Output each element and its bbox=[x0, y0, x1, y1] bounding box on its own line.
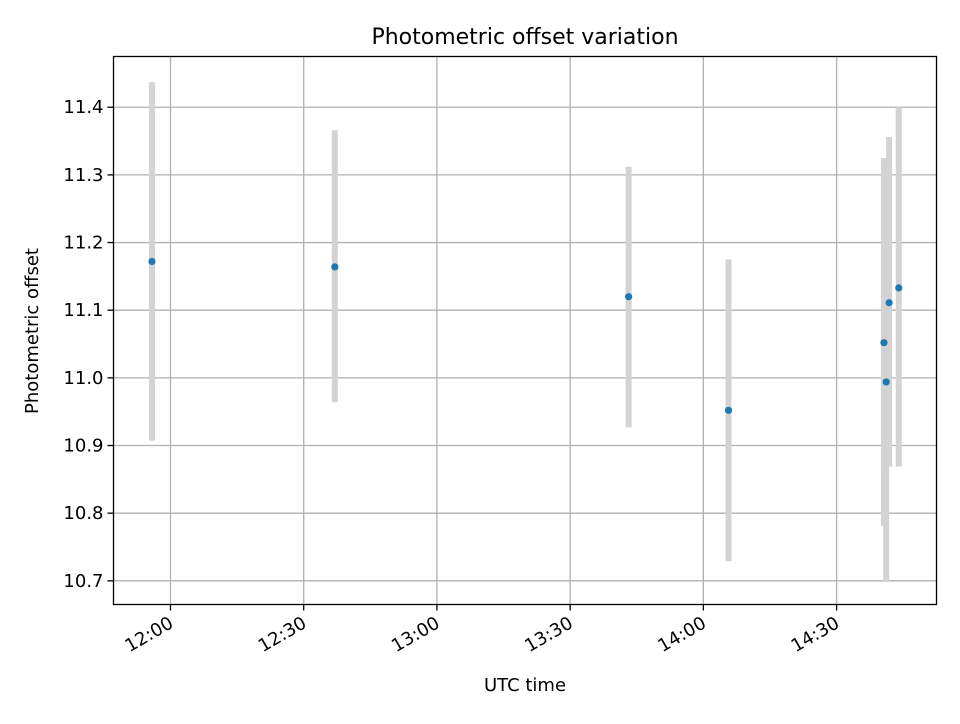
data-point bbox=[331, 263, 339, 271]
y-tick-label: 10.8 bbox=[63, 503, 103, 524]
y-tick-label: 11.0 bbox=[63, 368, 103, 389]
data-point bbox=[882, 378, 890, 386]
x-tick-label: 12:00 bbox=[122, 613, 177, 657]
x-tick-label: 13:30 bbox=[521, 613, 576, 657]
y-tick-label: 11.2 bbox=[63, 233, 103, 254]
errorbar-layer bbox=[148, 82, 902, 583]
y-tick-label: 11.1 bbox=[63, 300, 103, 321]
y-tick-label: 10.7 bbox=[63, 571, 103, 592]
x-axis-label: UTC time bbox=[484, 675, 566, 696]
x-tick-label: 14:00 bbox=[654, 613, 709, 657]
plot-frame bbox=[112, 55, 938, 606]
x-tick-label: 14:30 bbox=[788, 613, 843, 657]
chart-title: Photometric offset variation bbox=[371, 25, 678, 50]
y-tick-label: 11.4 bbox=[63, 97, 103, 118]
data-point bbox=[148, 257, 156, 266]
point-layer bbox=[148, 257, 903, 414]
data-point bbox=[880, 339, 888, 347]
y-tick-label: 11.3 bbox=[63, 165, 103, 186]
y-axis-label: Photometric offset bbox=[22, 248, 43, 414]
grid-layer bbox=[113, 56, 937, 605]
x-tick-label: 13:00 bbox=[388, 613, 443, 657]
x-tick-label: 12:30 bbox=[255, 613, 310, 657]
data-point bbox=[895, 284, 903, 292]
data-point bbox=[885, 299, 893, 307]
data-point bbox=[625, 293, 633, 301]
data-point bbox=[724, 406, 733, 414]
y-tick-label: 10.9 bbox=[63, 436, 103, 457]
